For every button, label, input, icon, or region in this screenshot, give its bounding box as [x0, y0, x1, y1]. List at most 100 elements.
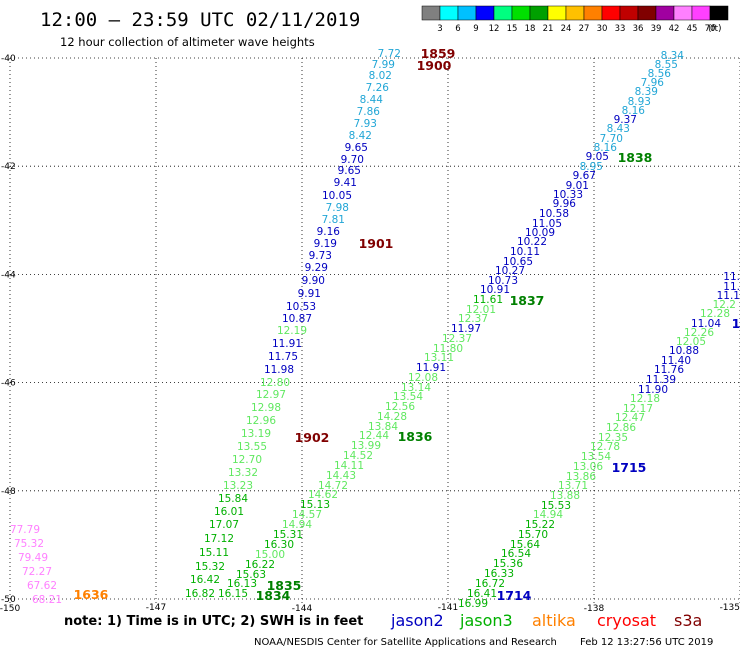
colorbar-swatch	[637, 5, 657, 21]
colorbar-tick: 21	[543, 24, 554, 34]
wave-height-label: 16.41	[467, 588, 497, 600]
wave-height-label: 11.1	[717, 290, 740, 302]
colorbar-tick: 70	[705, 24, 716, 34]
colorbar-swatch	[709, 5, 729, 21]
wave-height-label: 8.42	[349, 130, 372, 142]
wave-height-label: 9.19	[314, 238, 337, 250]
wave-height-label: 11.90	[638, 384, 668, 396]
wave-height-label: 7.96	[641, 77, 665, 89]
wave-height-label: 10.09	[525, 227, 555, 239]
wave-height-label: 12.97	[256, 389, 286, 401]
wave-height-label: 15.53	[541, 500, 571, 512]
colorbar-tick: 33	[615, 24, 626, 34]
wave-height-label: 16.13	[227, 578, 257, 590]
lon-tick-label: -150	[0, 604, 20, 614]
colorbar-tick: 6	[455, 24, 460, 34]
wave-height-label: 14.28	[377, 411, 407, 423]
lat-tick-label: -50	[1, 595, 16, 605]
legend-item-jason3: jason3	[459, 611, 513, 630]
wave-height-label: 12.35	[598, 432, 628, 444]
wave-height-label: 8.39	[635, 86, 658, 98]
wave-height-label: 13.55	[237, 441, 267, 453]
colorbar: 3 6 9 12 15 18 21 24 27 30 33 36 39 42 45 70	[421, 5, 729, 34]
wave-height-label: 9.29	[305, 262, 328, 274]
wave-height-label: 12.56	[385, 401, 415, 413]
wave-height-label: 13.19	[241, 428, 271, 440]
legend-item-altika: altika	[532, 611, 576, 630]
wave-height-label: 9.65	[338, 165, 361, 177]
wave-height-label: 9.67	[573, 170, 596, 182]
wave-height-label: 12.08	[408, 372, 438, 384]
wave-height-label: 8.95	[580, 161, 603, 173]
lon-tick-label: -135	[720, 603, 740, 613]
wave-height-label: 11.91	[272, 338, 302, 350]
wave-height-label: 15.00	[255, 549, 285, 561]
colorbar-tick: 3	[437, 24, 442, 34]
pass-time-label: 1835	[267, 578, 302, 593]
wave-height-label: 9.65	[345, 142, 368, 154]
wave-height-label: 15.63	[236, 569, 266, 581]
map-axes: -40 -42 -44 -46 -48 -50-150 -147 -144 -141 -138 -1…	[0, 54, 740, 614]
wave-height-label: 15.22	[525, 519, 555, 531]
pass-time-label: 1834	[256, 588, 291, 603]
wave-height-label: 15.11	[199, 547, 229, 559]
wave-height-label: 8.43	[607, 123, 630, 135]
lon-tick-label: -138	[584, 604, 605, 614]
wave-height-label: 10.27	[495, 265, 525, 277]
wave-height-label: 9.41	[334, 177, 357, 189]
wave-height-label: 13.71	[558, 480, 588, 492]
wave-height-label: 13.06	[573, 461, 603, 473]
wave-height-label: 16.22	[245, 559, 275, 571]
wave-height-label: 12.01	[466, 304, 496, 316]
track-jason2: 7.727.998.027.268.447.867.938.429.659.70…	[185, 48, 401, 600]
colorbar-swatch	[439, 5, 459, 21]
wave-height-label: 16.82	[185, 588, 215, 600]
lat-tick-label: -48	[1, 487, 16, 497]
wave-height-label: 14.72	[318, 480, 348, 492]
wave-height-label: 11.61	[473, 294, 503, 306]
lat-tick-label: -46	[1, 379, 16, 389]
wave-height-label: 10.58	[539, 208, 569, 220]
wave-height-label: 13.23	[223, 480, 253, 492]
wave-height-label: 15.31	[273, 529, 303, 541]
wave-height-label: 14.94	[533, 509, 563, 521]
wave-height-label: 7.81	[322, 214, 345, 226]
wave-height-label: 13.88	[550, 490, 580, 502]
colorbar-tick: 42	[669, 24, 680, 34]
wave-height-label: 10.11	[510, 246, 540, 258]
wave-height-label: 68.21	[32, 594, 62, 606]
wave-height-label: 7.70	[600, 133, 623, 145]
lon-tick-label: -144	[292, 604, 313, 614]
lat-tick-label: -44	[1, 270, 16, 280]
track-jason3: 8.348.558.567.968.398.938.169.378.437.70…	[218, 50, 684, 600]
wave-height-label: 12.17	[623, 403, 653, 415]
wave-height-label: 13.54	[581, 451, 611, 463]
wave-height-label: 11.97	[451, 323, 481, 335]
wave-height-label: 10.91	[480, 284, 510, 296]
wave-height-label: 9.05	[586, 151, 609, 163]
wave-height-label: 12.37	[442, 333, 472, 345]
wave-height-label: 15.64	[510, 539, 540, 551]
wave-height-label: 12.37	[458, 313, 488, 325]
wave-height-label: 14.43	[326, 470, 356, 482]
altimeter-tracks: 7.727.998.027.268.447.867.938.429.659.70…	[10, 48, 740, 610]
pass-time-label: 1	[732, 316, 740, 331]
lat-tick-label: -40	[1, 54, 16, 64]
colorbar-unit: (ft)	[708, 24, 722, 34]
wave-height-label: 14.52	[343, 450, 373, 462]
wave-height-label: 16.54	[501, 548, 531, 560]
wave-height-label: 12.98	[251, 402, 281, 414]
wave-height-label: 14.57	[292, 509, 322, 521]
pass-time-label: 1836	[398, 429, 433, 444]
wave-height-label: 9.37	[614, 114, 637, 126]
footer-note: note: 1) Time is in UTC; 2) SWH is in fe…	[64, 614, 363, 629]
wave-height-label: 11.91	[416, 362, 446, 374]
wave-height-label: 12.28	[700, 308, 730, 320]
colorbar-swatch	[421, 5, 441, 21]
colorbar-swatch	[691, 5, 711, 21]
colorbar-swatch	[601, 5, 621, 21]
wave-height-label: 11.40	[661, 355, 691, 367]
wave-height-label: 12.05	[676, 336, 706, 348]
wave-height-label: 16.42	[190, 574, 220, 586]
